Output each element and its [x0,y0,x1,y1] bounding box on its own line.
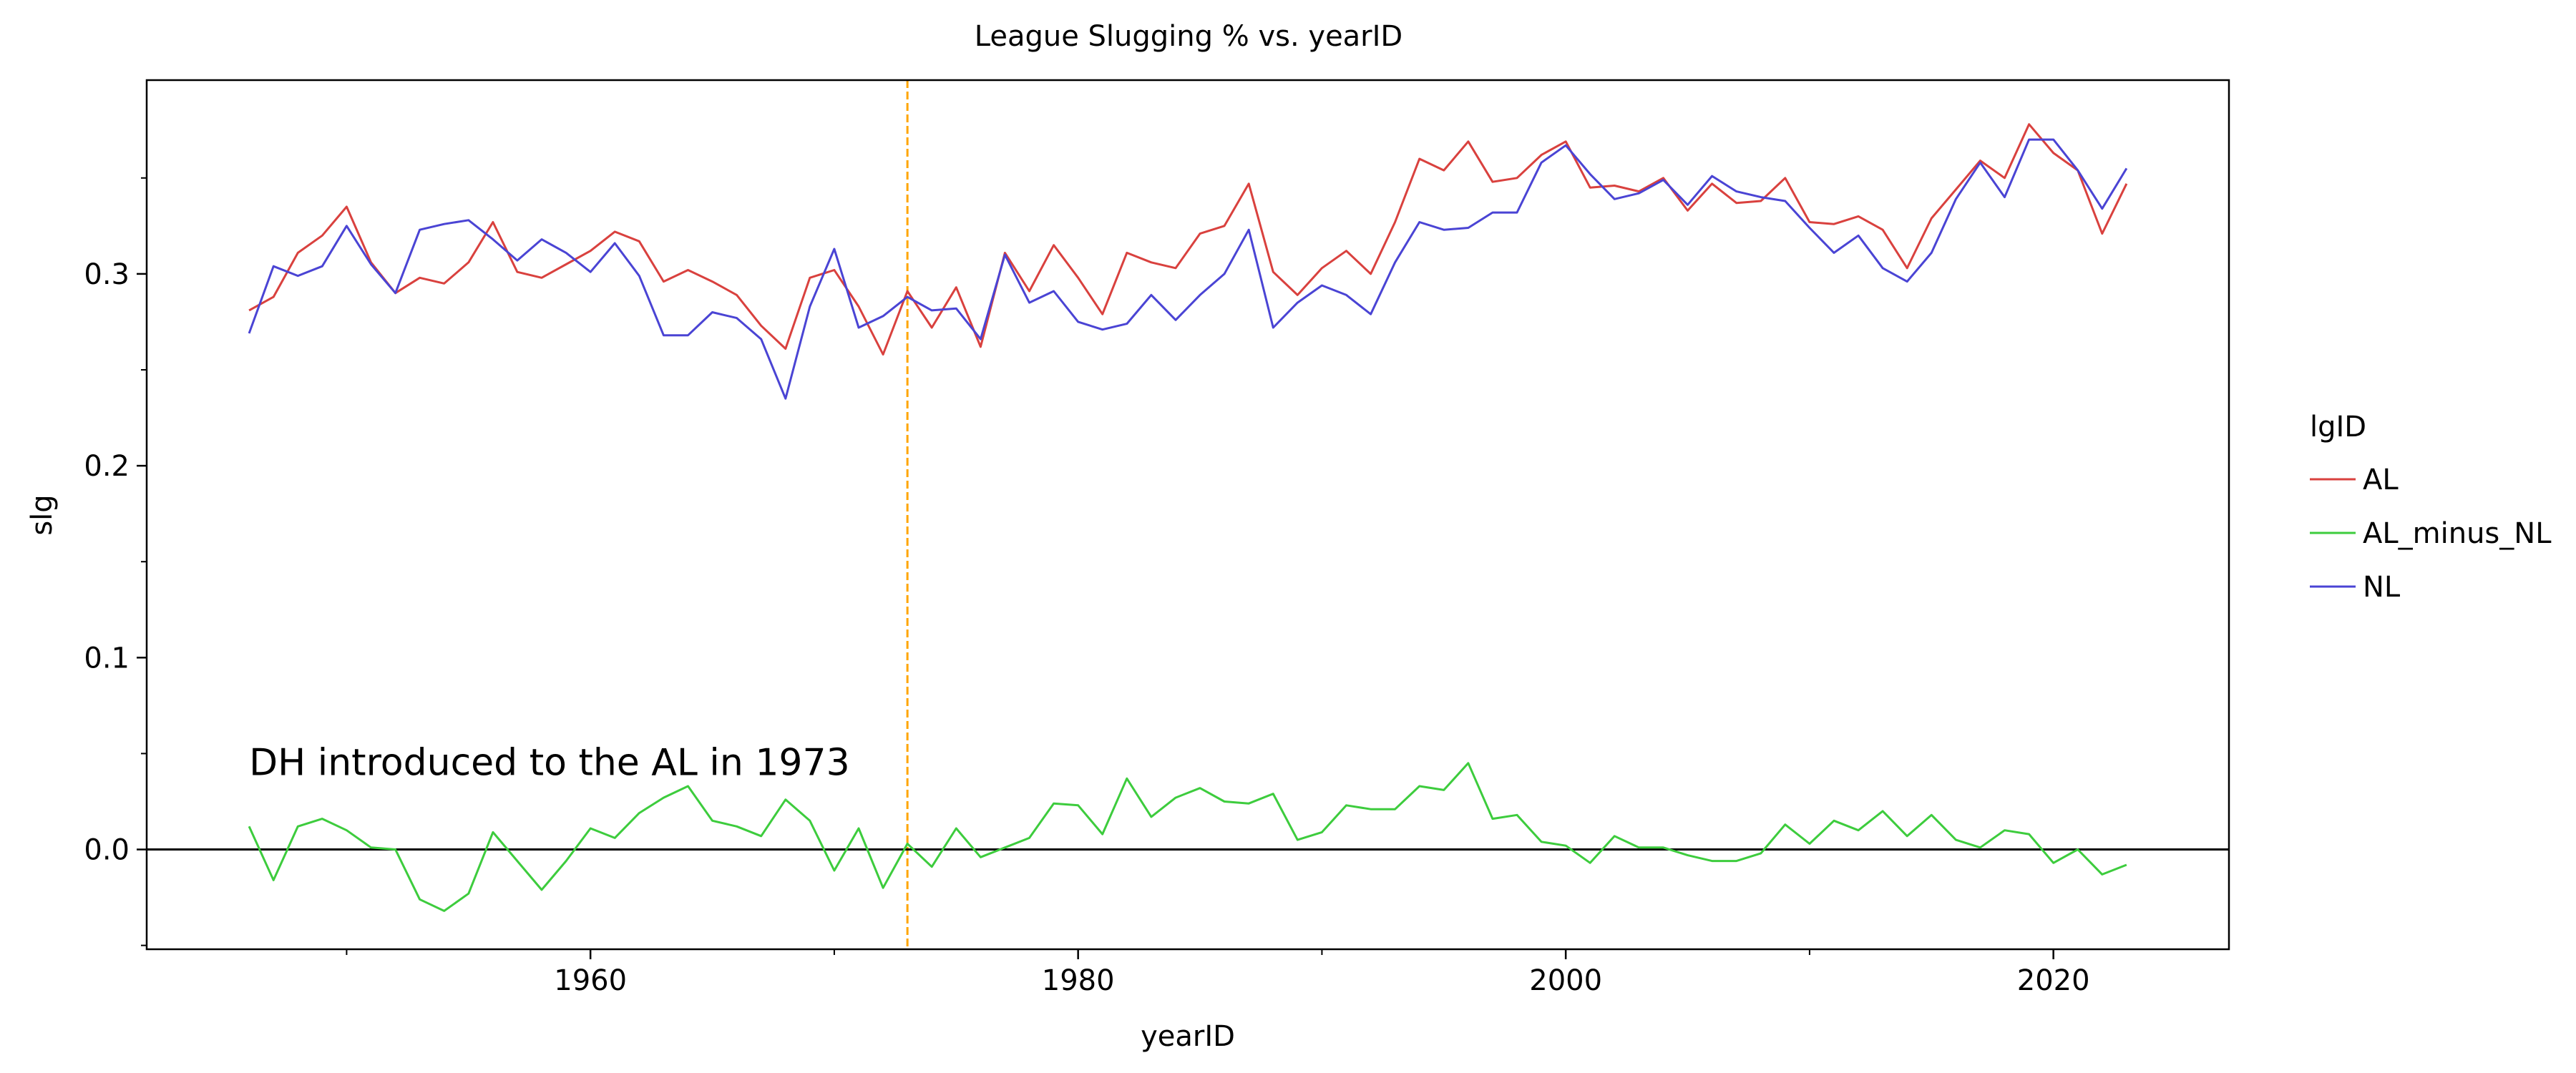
dh-annotation: DH introduced to the AL in 1973 [249,741,850,784]
legend-label-al-minus-nl: AL_minus_NL [2363,517,2552,550]
series-line-nl [248,138,2128,400]
x-tick-label: 1980 [1042,964,1115,997]
y-axis-label: slg [26,494,59,535]
x-tick-label: 2000 [1529,964,1602,997]
y-tick-label: 0.0 [84,834,130,867]
legend: lgID AL AL_minus_NL NL [2310,411,2552,604]
y-tick-label: 0.2 [84,450,130,483]
legend-entries: AL AL_minus_NL NL [2310,464,2552,604]
plot-background [147,80,2229,949]
plot-frame [145,79,2230,951]
series-line-al [248,123,2128,356]
series-line-al-minus-nl [248,762,2127,912]
series-layer [248,123,2128,912]
y-axis: 0.0 0.1 0.2 0.3 [84,177,147,946]
y-tick-label: 0.1 [84,642,130,675]
legend-label-al: AL [2363,464,2399,496]
x-axis-label: yearID [1141,1020,1235,1053]
legend-label-nl: NL [2363,571,2401,604]
reference-lines [147,80,2229,949]
plot-area: DH introduced to the AL in 1973 [145,79,2230,951]
legend-title: lgID [2310,411,2366,444]
chart-title: League Slugging % vs. yearID [975,20,1402,53]
x-axis: 1960 1980 2000 2020 [346,949,2090,997]
x-tick-label: 1960 [554,964,627,997]
y-tick-label: 0.3 [84,258,130,291]
x-tick-label: 2020 [2017,964,2090,997]
